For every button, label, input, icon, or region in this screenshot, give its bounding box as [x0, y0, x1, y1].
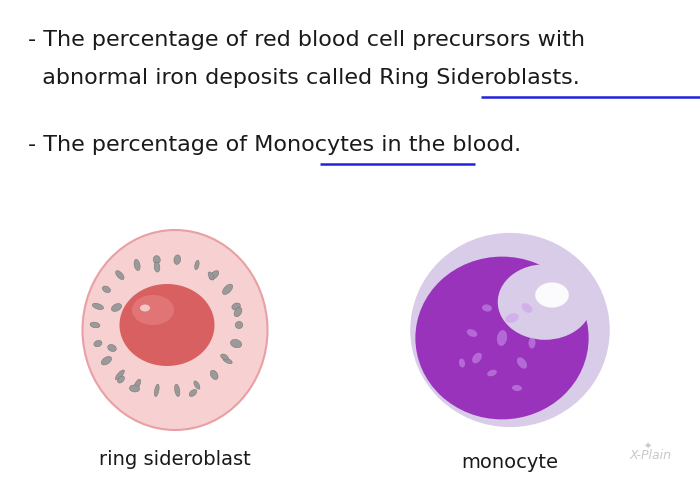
Ellipse shape — [120, 284, 214, 366]
Text: abnormal iron deposits called Ring Sideroblasts: abnormal iron deposits called Ring Sider… — [0, 479, 1, 480]
Ellipse shape — [194, 381, 200, 389]
Ellipse shape — [189, 390, 197, 396]
Ellipse shape — [153, 256, 160, 264]
Ellipse shape — [118, 376, 125, 383]
Ellipse shape — [410, 233, 610, 427]
Ellipse shape — [154, 262, 160, 272]
Ellipse shape — [482, 304, 492, 312]
Ellipse shape — [83, 230, 267, 430]
Ellipse shape — [140, 304, 150, 312]
Ellipse shape — [132, 295, 174, 325]
Ellipse shape — [90, 322, 100, 328]
Ellipse shape — [92, 303, 104, 310]
Ellipse shape — [487, 370, 497, 376]
Ellipse shape — [415, 257, 589, 420]
Text: abnormal iron deposits called Ring Sideroblasts.: abnormal iron deposits called Ring Sider… — [28, 68, 580, 88]
Text: - The percentage of Monocytes: - The percentage of Monocytes — [0, 479, 1, 480]
Ellipse shape — [498, 264, 592, 340]
Ellipse shape — [116, 271, 124, 279]
Ellipse shape — [116, 370, 125, 380]
Ellipse shape — [230, 339, 241, 348]
Ellipse shape — [223, 358, 232, 363]
Ellipse shape — [108, 345, 116, 351]
Ellipse shape — [223, 284, 232, 294]
Ellipse shape — [522, 303, 533, 313]
Ellipse shape — [505, 313, 519, 323]
Ellipse shape — [512, 385, 522, 391]
Ellipse shape — [528, 337, 536, 348]
Ellipse shape — [232, 303, 240, 310]
Ellipse shape — [210, 370, 218, 380]
Ellipse shape — [130, 385, 139, 392]
Text: ✦: ✦ — [644, 442, 652, 452]
Ellipse shape — [155, 384, 159, 396]
Text: - The percentage of: - The percentage of — [0, 479, 1, 480]
Ellipse shape — [111, 303, 122, 312]
Ellipse shape — [208, 272, 214, 280]
Text: monocyte: monocyte — [461, 453, 559, 472]
Text: - The percentage of red blood cell precursors with: - The percentage of red blood cell precu… — [28, 30, 585, 50]
Ellipse shape — [467, 329, 477, 337]
Ellipse shape — [134, 259, 140, 271]
Ellipse shape — [473, 353, 482, 363]
Ellipse shape — [235, 322, 243, 329]
Ellipse shape — [459, 359, 465, 368]
Ellipse shape — [174, 255, 181, 264]
Ellipse shape — [220, 354, 228, 360]
Ellipse shape — [102, 286, 111, 293]
Ellipse shape — [536, 282, 569, 308]
Ellipse shape — [209, 271, 219, 279]
Text: X-Plain: X-Plain — [630, 449, 672, 462]
Ellipse shape — [94, 340, 102, 347]
Ellipse shape — [174, 384, 180, 396]
Text: - The percentage of Monocytes in the blood.: - The percentage of Monocytes in the blo… — [28, 135, 521, 155]
Ellipse shape — [517, 357, 527, 369]
Ellipse shape — [497, 330, 507, 346]
Ellipse shape — [102, 357, 111, 365]
Text: abnormal iron deposits called: abnormal iron deposits called — [0, 479, 1, 480]
Ellipse shape — [195, 260, 199, 270]
Ellipse shape — [234, 307, 242, 317]
Ellipse shape — [134, 379, 141, 391]
Text: ring sideroblast: ring sideroblast — [99, 450, 251, 469]
